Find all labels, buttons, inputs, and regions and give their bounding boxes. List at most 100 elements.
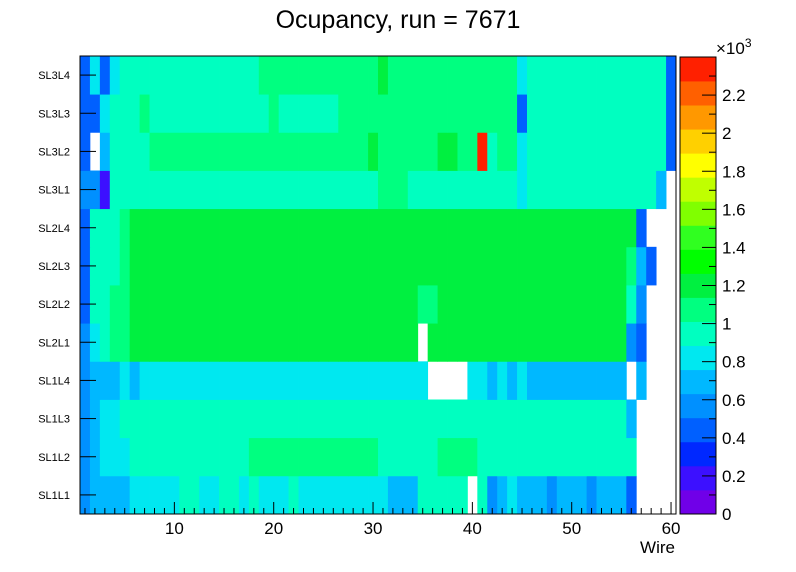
heatmap-cell: [129, 285, 140, 324]
heatmap-cell: [576, 361, 587, 400]
heatmap-cell: [477, 323, 488, 362]
heatmap-cell: [139, 132, 150, 171]
heatmap-cell: [407, 399, 419, 439]
heatmap-cell: [387, 246, 399, 286]
heatmap-cell: [219, 208, 230, 248]
heatmap-cell: [527, 285, 538, 324]
heatmap-cell: [139, 361, 150, 400]
heatmap-cell: [447, 94, 458, 133]
heatmap-cell: [626, 437, 637, 477]
heatmap-cell: [616, 246, 627, 286]
heatmap-cell: [238, 94, 250, 133]
heatmap-cell: [229, 399, 240, 439]
heatmap-cell: [606, 285, 617, 324]
y-axis: SL1L1 SL1L2 SL1L3 SL1L4 SL2L1 SL2L2 SL2L3 SL2L4…: [38, 70, 96, 502]
heatmap-cell: [149, 94, 160, 133]
heatmap-cell: [536, 208, 548, 248]
heatmap-cell: [358, 208, 369, 248]
heatmap-cell: [427, 399, 438, 439]
heatmap-cell: [487, 208, 498, 248]
heatmap-cell: [139, 437, 150, 477]
heatmap-cell: [517, 323, 528, 362]
heatmap-cell: [358, 399, 369, 439]
heatmap-cell: [268, 361, 280, 400]
heatmap-cell: [586, 56, 597, 95]
heatmap-cell: [308, 399, 319, 439]
heatmap-cell: [497, 361, 508, 400]
color-scale-tick-label: 0: [722, 505, 731, 524]
heatmap-cell: [169, 285, 180, 324]
heatmap-cell: [556, 94, 568, 133]
heatmap-cell: [477, 56, 488, 95]
heatmap-cell: [99, 285, 111, 324]
heatmap-cell: [258, 132, 270, 171]
heatmap-cell: [318, 361, 329, 400]
heatmap-cell: [646, 56, 657, 95]
heatmap-cell: [219, 246, 230, 286]
heatmap-cell: [338, 285, 349, 324]
x-tick-label: 40: [463, 519, 482, 538]
heatmap-cell: [417, 132, 429, 171]
heatmap-cell: [199, 437, 210, 477]
heatmap-cell: [328, 56, 339, 95]
heatmap-cell: [189, 132, 200, 171]
heatmap-cell: [497, 94, 508, 133]
heatmap-cell: [487, 475, 498, 515]
color-scale: 0 0.2 0.4 0.6 0.8 1 1.2 1.4 1.6 1.8 2 2.2: [679, 56, 746, 524]
heatmap-cell: [378, 323, 389, 362]
heatmap-cell: [566, 132, 578, 171]
heatmap-cell: [507, 323, 518, 362]
heatmap-cell: [278, 475, 289, 515]
heatmap-cell: [248, 246, 260, 286]
heatmap-cell: [159, 323, 170, 362]
heatmap-cell: [407, 132, 419, 171]
heatmap-cell: [566, 246, 578, 286]
heatmap-cell: [626, 208, 637, 248]
heatmap-cell: [278, 94, 289, 133]
heatmap-cell: [417, 170, 429, 210]
heatmap-cell: [527, 170, 538, 210]
heatmap-cell: [507, 361, 518, 400]
heatmap-cell: [109, 132, 121, 171]
heatmap-cell: [139, 399, 150, 439]
heatmap-cell: [387, 208, 399, 248]
heatmap-cell: [447, 285, 458, 324]
color-scale-swatch: [680, 57, 716, 82]
heatmap-cell: [517, 399, 528, 439]
heatmap-cell: [457, 170, 468, 210]
color-scale-tick-label: 0.8: [722, 353, 746, 372]
heatmap-cell: [238, 208, 250, 248]
heatmap-cell: [189, 285, 200, 324]
heatmap-cell: [298, 56, 309, 95]
heatmap-cell: [378, 56, 389, 95]
heatmap-cell: [199, 56, 210, 95]
heatmap-cell: [159, 285, 170, 324]
heatmap-cell: [536, 56, 548, 95]
heatmap-cell: [387, 56, 399, 95]
heatmap-cell: [407, 170, 419, 210]
heatmap-cell: [447, 170, 458, 210]
heatmap-cell: [129, 475, 140, 515]
heatmap-cell: [99, 246, 111, 286]
heatmap-cell: [159, 246, 170, 286]
heatmap-cell: [546, 285, 558, 324]
heatmap-cell: [576, 475, 587, 515]
heatmap-cell: [527, 56, 538, 95]
y-tick-label: SL1L2: [38, 452, 70, 464]
heatmap-cell: [159, 94, 170, 133]
heatmap-cell: [119, 56, 131, 95]
heatmap-cell: [99, 475, 111, 515]
heatmap-cell: [536, 361, 548, 400]
heatmap-cell: [646, 132, 657, 171]
heatmap-cell: [407, 285, 419, 324]
heatmap-cell: [447, 475, 458, 515]
heatmap-cell: [417, 56, 429, 95]
heatmap-cell: [387, 323, 399, 362]
heatmap-cell: [447, 399, 458, 439]
heatmap-cell: [358, 56, 369, 95]
heatmap-cell: [149, 208, 160, 248]
heatmap-cell: [229, 361, 240, 400]
color-scale-swatch: [680, 417, 716, 443]
heatmap-cell: [248, 170, 260, 210]
y-tick-label: SL3L3: [38, 108, 70, 120]
